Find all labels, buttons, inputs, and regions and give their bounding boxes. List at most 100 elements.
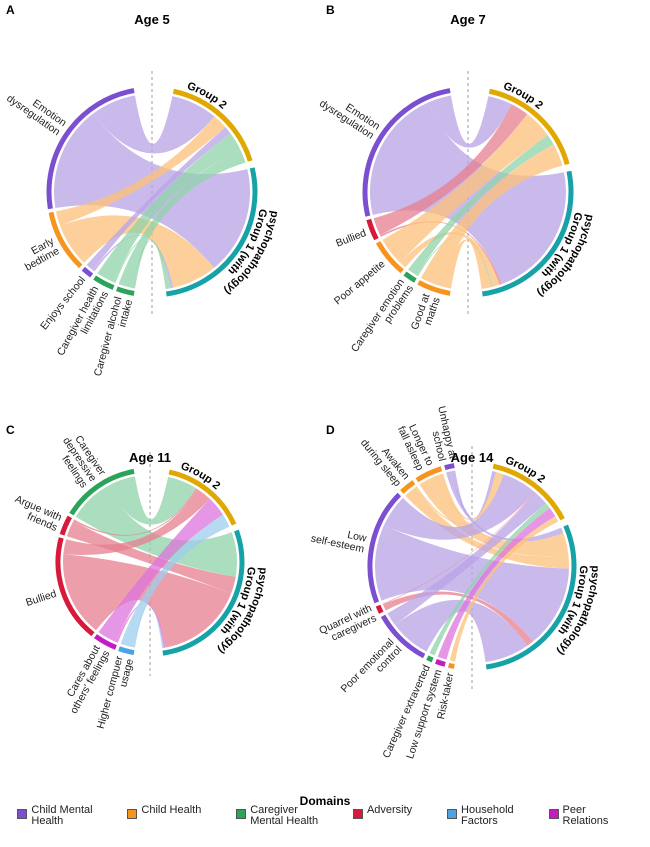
legend-item-adversity: Adversity <box>352 804 413 819</box>
chord-to-group1 <box>441 239 492 290</box>
factor-label: Poor appetite <box>332 258 388 307</box>
factor-label: Lowself-esteem <box>310 522 368 556</box>
chord-to-group2 <box>438 472 502 521</box>
chord-to-group1 <box>131 240 170 290</box>
legend-item-child-mental-health: Child Mental Health <box>17 804 93 827</box>
group2-arc <box>492 463 565 521</box>
chords <box>63 476 237 649</box>
factor-arc <box>367 492 402 604</box>
panel-title: Age 14 <box>451 450 494 465</box>
group2-arc <box>488 88 570 165</box>
factor-arc <box>46 88 135 210</box>
chord-to-group1 <box>400 232 500 287</box>
factor-arc <box>417 280 451 296</box>
legend-item-child-health: Child Health <box>127 805 201 819</box>
legend: Child Mental Health Child Health Caregiv… <box>0 805 650 827</box>
factor-arc <box>55 537 95 637</box>
chord-to-group2 <box>63 489 210 556</box>
chord-to-group2 <box>420 144 563 287</box>
chord-to-group2 <box>97 133 241 283</box>
factor-arc <box>362 88 451 217</box>
factor-label: Good atmaths <box>409 292 443 335</box>
legend-label: Child Health <box>141 804 202 816</box>
panel-letter: D <box>326 423 335 437</box>
chord-to-group1 <box>92 235 174 289</box>
factor-arc <box>94 634 117 650</box>
chord-to-group1 <box>59 215 215 288</box>
chord-to-group1 <box>405 487 569 569</box>
factor-arc <box>448 662 455 669</box>
legend-label: Child Mental Health <box>31 804 93 827</box>
factor-arc <box>375 604 384 614</box>
factor-arc <box>69 468 135 516</box>
legend-swatch <box>352 809 363 819</box>
factor-arc <box>48 211 83 269</box>
chord-to-group2 <box>408 135 554 276</box>
factor-arc <box>380 614 426 659</box>
factor-arc <box>59 515 73 536</box>
chord-to-group2 <box>414 473 504 524</box>
factor-arc <box>375 241 404 274</box>
group2-arc <box>168 469 237 526</box>
chord-to-group2 <box>373 104 528 236</box>
chord-to-group2 <box>437 507 556 660</box>
chord-to-group2 <box>118 149 246 288</box>
chord-to-group1 <box>394 599 528 663</box>
factor-label: Emotiondysregulation <box>317 88 382 142</box>
legend-item-peer-relations: Peer Relations <box>548 805 633 827</box>
factor-arc <box>400 480 416 494</box>
factor-arc <box>435 659 446 667</box>
legend-swatch <box>127 809 138 819</box>
chord-to-group2 <box>120 514 230 648</box>
panel-letter: A <box>6 3 15 17</box>
panel-title: Age 7 <box>450 12 485 27</box>
factor-arc <box>426 655 434 663</box>
factor-label: Bullied <box>24 588 58 609</box>
chords <box>54 95 250 290</box>
chord-to-group2 <box>86 127 231 271</box>
factor-arc <box>118 646 135 656</box>
chord-to-group1 <box>133 604 164 649</box>
chord-to-group2 <box>382 113 548 263</box>
group1-arc <box>485 524 577 670</box>
chord-to-group2 <box>107 476 197 525</box>
legend-item-caregiver-mental-health: Caregiver Mental Health <box>236 805 318 827</box>
group1-arc <box>162 529 245 656</box>
legend-swatch <box>447 809 458 819</box>
factor-label: Quarrel withcaregivers <box>317 602 378 647</box>
legend-swatch <box>548 809 559 819</box>
legend-label: Household Factors <box>461 804 514 827</box>
panel-letter: C <box>6 423 15 437</box>
factor-label: Emotiondysregulation <box>4 83 68 138</box>
chord-to-group2 <box>428 95 512 148</box>
group2-arc <box>172 88 253 162</box>
factor-arc <box>81 266 94 278</box>
factor-label: Earlybedtime <box>18 235 62 274</box>
chords <box>375 470 569 663</box>
factor-arc <box>415 466 443 483</box>
chord-panel-c: C Age 11 CaregiverdepressivefeelingsArgue … <box>6 423 269 730</box>
chord-to-group2 <box>55 116 226 226</box>
panel-letter: B <box>326 3 335 17</box>
panel-title: Age 5 <box>134 12 169 27</box>
factor-arc <box>444 463 455 471</box>
factor-arc <box>116 286 135 296</box>
factor-label: Caregiverdepressivefeelings <box>51 429 108 491</box>
panel-title: Age 11 <box>129 450 171 465</box>
legend-title: Domains <box>299 794 351 808</box>
factor-label: Argue withfriends <box>9 493 64 534</box>
chord-to-group1 <box>66 520 236 594</box>
factor-arc <box>403 271 417 283</box>
factor-label: Bullied <box>334 227 368 250</box>
legend-swatch <box>236 809 247 819</box>
group1-arc <box>481 170 574 297</box>
factor-arc <box>366 218 379 241</box>
legend-item-household-factors: Household Factors <box>447 805 514 827</box>
legend-label: Adversity <box>366 804 413 816</box>
chord-to-group1 <box>54 113 250 268</box>
chord-to-group2 <box>93 95 215 154</box>
factor-arc <box>93 275 115 290</box>
